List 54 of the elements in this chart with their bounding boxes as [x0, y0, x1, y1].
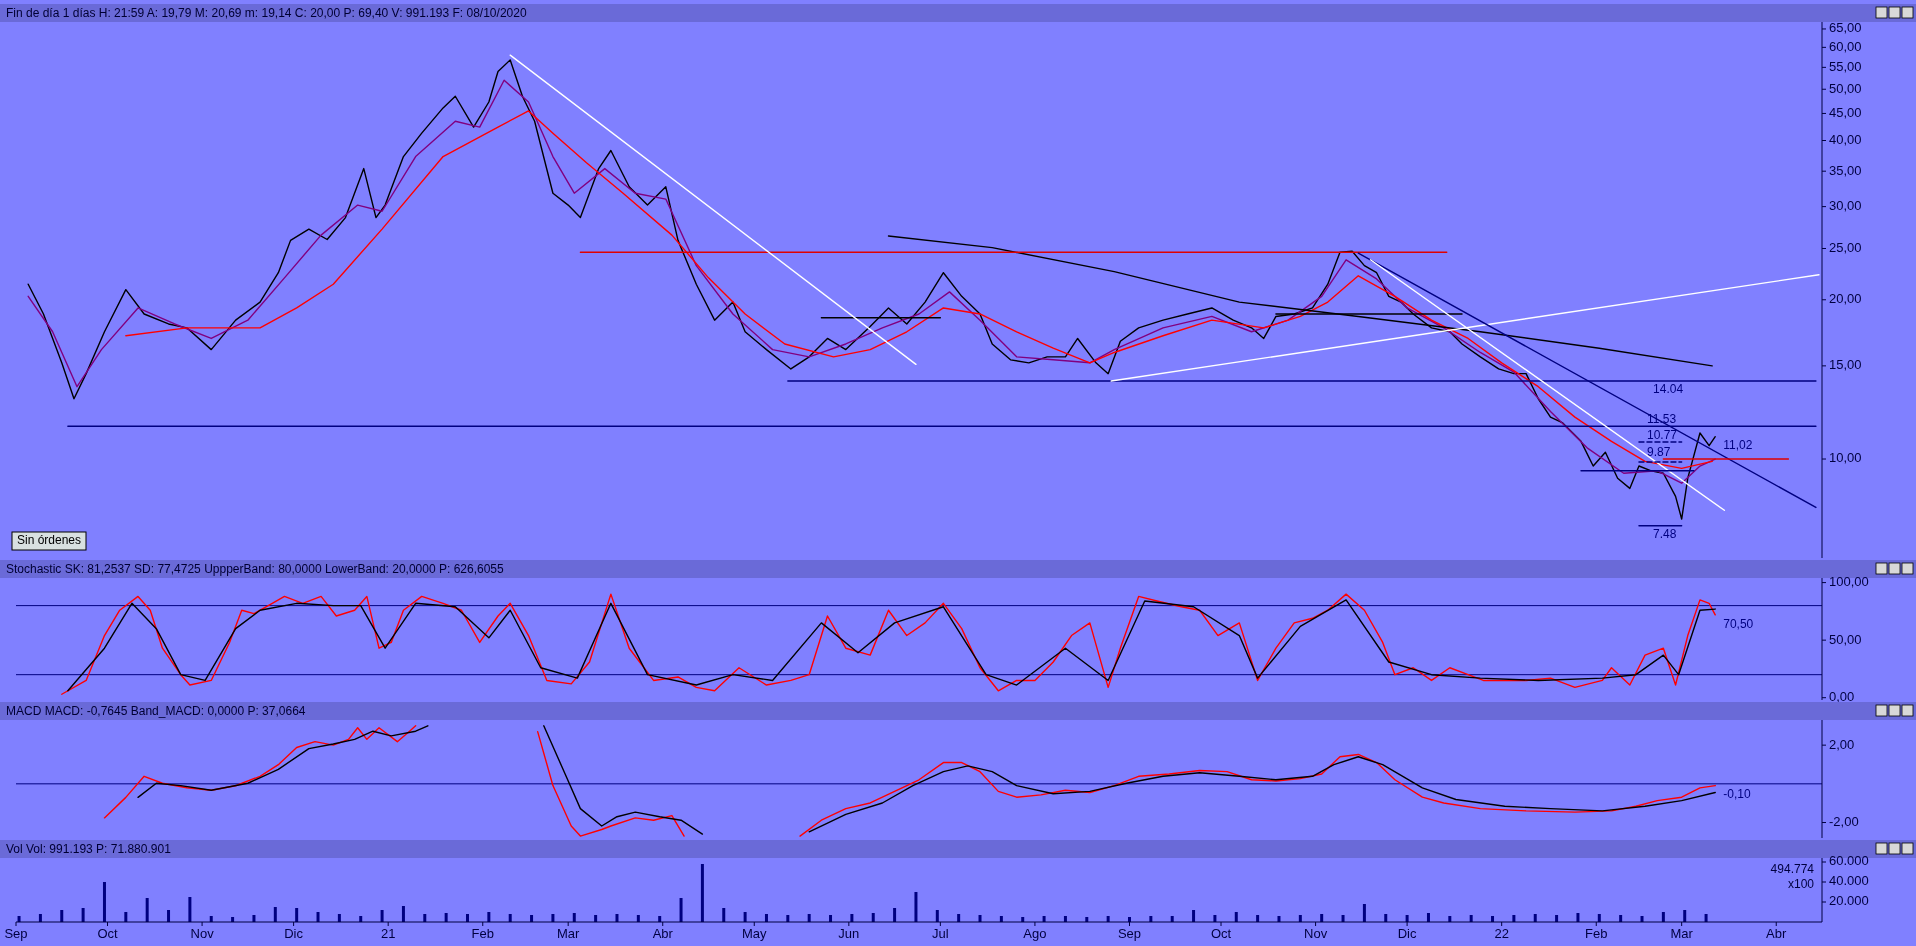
y-tick-label: 40.000	[1829, 873, 1869, 889]
y-tick-label: 65,00	[1829, 20, 1862, 36]
annotation: 10.77	[1646, 427, 1678, 442]
x-tick-label: Abr	[652, 926, 674, 941]
x-tick-label: Jul	[932, 926, 949, 941]
annotation: -0,10	[1723, 786, 1751, 801]
x-tick-label: Ago	[1023, 926, 1047, 941]
x-tick-label: Jun	[838, 926, 860, 941]
x-tick-label: Mar	[556, 926, 581, 941]
y-tick-label: 45,00	[1829, 104, 1862, 120]
x-tick-label: Oct	[97, 926, 119, 941]
x-tick-label: Dic	[1397, 926, 1417, 941]
x-tick-label: Oct	[1210, 926, 1232, 941]
x-tick-label: 22	[1494, 926, 1509, 941]
annotation: Sin órdenes	[16, 533, 82, 548]
y-tick-label: 40,00	[1829, 131, 1862, 147]
annotation: x100	[1787, 876, 1815, 891]
x-tick-label: Nov	[190, 926, 215, 941]
y-tick-label: 60,00	[1829, 38, 1862, 54]
x-tick-label: May	[741, 926, 768, 941]
y-tick-label: 10,00	[1829, 450, 1862, 466]
annotation: 14.04	[1653, 381, 1684, 396]
x-tick-label: Sep	[4, 926, 28, 941]
y-tick-label: 55,00	[1829, 58, 1862, 74]
chart-title: Vol Vol: 991.193 P: 71.880.901	[6, 842, 172, 856]
x-tick-label: Dic	[284, 926, 304, 941]
y-tick-label: 25,00	[1829, 239, 1862, 255]
annotation: 11,02	[1723, 437, 1753, 452]
y-tick-label: 20,00	[1829, 291, 1862, 307]
y-tick-label: 2,00	[1829, 736, 1855, 752]
annotation: 7.48	[1653, 526, 1677, 541]
y-tick-label: 100,00	[1829, 574, 1869, 590]
x-tick-label: Feb	[471, 926, 494, 941]
annotation: 70,50	[1723, 617, 1754, 632]
y-tick-label: 30,00	[1829, 198, 1862, 214]
y-tick-label: 20.000	[1829, 893, 1869, 909]
x-tick-label: 21	[380, 926, 396, 941]
x-tick-label: Feb	[1585, 926, 1608, 941]
annotation: 9.87	[1646, 445, 1671, 460]
y-tick-label: 15,00	[1829, 357, 1862, 373]
x-tick-label: Nov	[1304, 926, 1328, 941]
y-tick-label: 50,00	[1829, 631, 1862, 647]
chart-title: Stochastic SK: 81,2537 SD: 77,4725 UppperBand: 80,0000 LowerBand: 20,0000 P: 626,6055	[6, 562, 505, 576]
chart-title: Fin de día 1 días H: 21:59 A: 19,79 M: 20,69 m: 19,14 C: 20,00 P: 69,40 V: 991.193 F: 08/10/2020	[6, 6, 527, 20]
annotation: 494.774	[1770, 861, 1815, 876]
x-tick-label: Sep	[1117, 926, 1142, 941]
y-tick-label: 35,00	[1829, 162, 1862, 178]
x-tick-label: Mar	[1670, 926, 1694, 941]
y-tick-label: 60.000	[1829, 853, 1869, 869]
y-tick-label: 0,00	[1829, 689, 1855, 705]
y-tick-label: 50,00	[1829, 80, 1862, 96]
x-tick-label: Abr	[1766, 926, 1788, 941]
chart-title: MACD MACD: -0,7645 Band_MACD: 0,0000 P: 37,0664	[6, 704, 306, 718]
y-tick-label: -2,00	[1829, 813, 1859, 829]
